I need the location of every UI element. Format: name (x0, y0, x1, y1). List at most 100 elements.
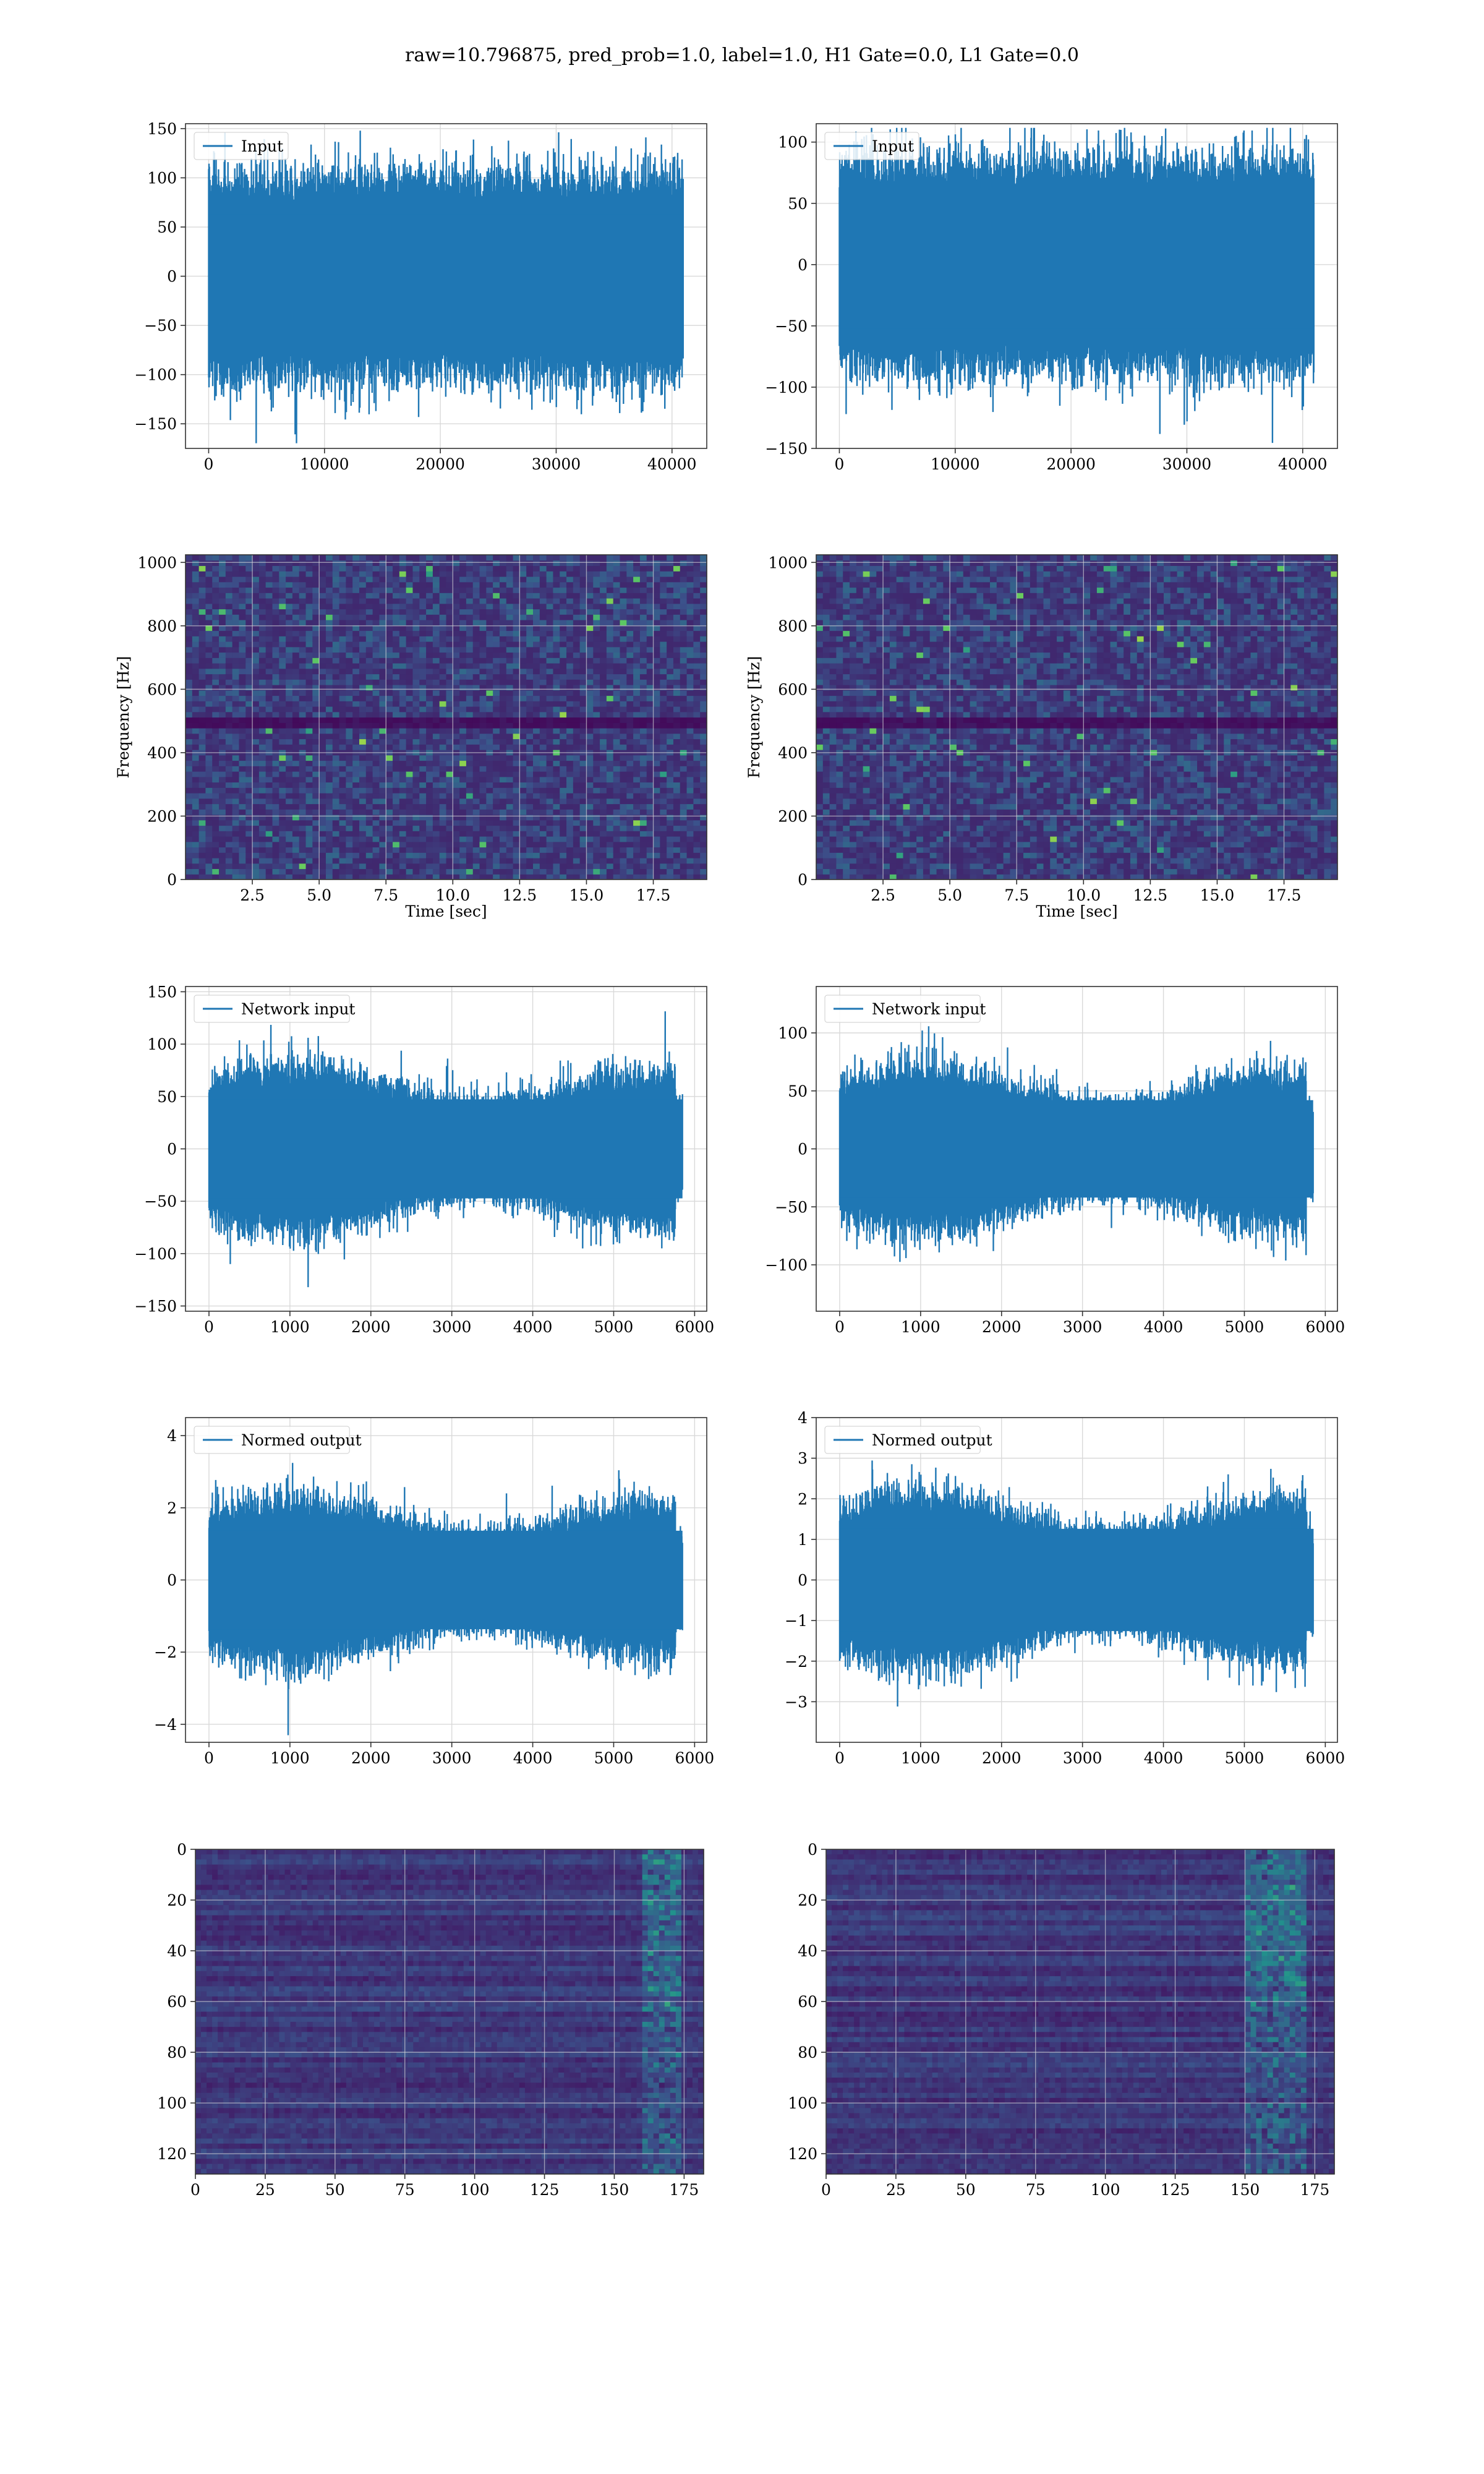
heatmap-cell (526, 787, 534, 794)
heatmap-cell (359, 668, 367, 675)
heatmap-cell (219, 646, 226, 653)
heatmap-cell (212, 722, 220, 729)
heatmap-cell (393, 874, 400, 880)
heatmap-cell (816, 874, 824, 880)
heatmap-cell (493, 636, 500, 642)
heatmap-cell (412, 755, 420, 761)
heatmap-cell (499, 679, 507, 685)
heatmap-cell (822, 744, 830, 750)
heatmap-cell (265, 609, 273, 615)
heatmap-cell (453, 555, 460, 561)
heatmap-cell (600, 809, 607, 815)
heatmap-cell (673, 706, 681, 713)
heatmap-cell (459, 738, 467, 745)
heatmap-cell (606, 614, 614, 620)
heatmap-cell (493, 755, 500, 761)
heatmap-cell (419, 798, 427, 805)
heatmap-cell (365, 674, 373, 680)
heatmap-cell (579, 809, 587, 815)
heatmap-cell (219, 755, 226, 761)
heatmap-cell (372, 587, 380, 593)
heatmap-cell (633, 598, 641, 604)
heatmap-cell (186, 760, 193, 766)
heatmap-cell (245, 657, 253, 664)
heatmap-cell (419, 706, 427, 713)
heatmap-cell (245, 663, 253, 669)
heatmap-cell (453, 641, 460, 648)
heatmap-cell (639, 625, 647, 631)
heatmap-cell (606, 841, 614, 848)
heatmap-cell (600, 868, 607, 875)
heatmap-cell (439, 609, 447, 615)
heatmap-cell (829, 825, 837, 831)
heatmap-cell (186, 766, 193, 772)
heatmap-cell (432, 576, 440, 583)
heatmap-cell (432, 598, 440, 604)
heatmap-cell (386, 847, 393, 853)
heatmap-cell (653, 728, 660, 734)
heatmap-cell (553, 858, 560, 864)
heatmap-cell (466, 701, 474, 707)
heatmap-cell (513, 809, 520, 815)
heatmap-cell (499, 820, 507, 826)
heatmap-cell (533, 706, 540, 713)
heatmap-cell (620, 782, 627, 788)
heatmap-cell (459, 868, 467, 875)
heatmap-cell (272, 755, 279, 761)
heatmap-cell (660, 685, 667, 691)
heatmap-cell (346, 636, 353, 642)
heatmap-cell (606, 685, 614, 691)
heatmap-cell (286, 641, 293, 648)
x-tick-label: 0 (204, 455, 214, 473)
heatmap-cell (633, 711, 641, 718)
heatmap-cell (393, 641, 400, 648)
heatmap-cell (633, 679, 641, 685)
heatmap-cell (432, 852, 440, 858)
heatmap-cell (472, 776, 480, 783)
heatmap-cell (319, 847, 326, 853)
heatmap-cell (312, 581, 320, 588)
heatmap-cell (693, 706, 701, 713)
heatmap-cell (613, 711, 621, 718)
heatmap-cell (386, 593, 393, 599)
heatmap-cell (499, 701, 507, 707)
heatmap-cell (606, 565, 614, 571)
y-tick-label: 50 (788, 195, 808, 213)
heatmap-cell (319, 771, 326, 777)
heatmap-cell (393, 711, 400, 718)
heatmap-cell (265, 560, 273, 567)
heatmap-cell (822, 815, 830, 821)
heatmap-cell (446, 868, 453, 875)
heatmap-cell (626, 701, 634, 707)
heatmap-cell (829, 711, 837, 718)
heatmap-cell (252, 646, 260, 653)
heatmap-cell (606, 755, 614, 761)
heatmap-cell (466, 868, 474, 875)
heatmap-cell (466, 728, 474, 734)
heatmap-cell (586, 674, 594, 680)
heatmap-cell (606, 576, 614, 583)
heatmap-cell (198, 663, 207, 669)
heatmap-cell (372, 744, 380, 750)
heatmap-cell (553, 598, 560, 604)
heatmap-cell (560, 782, 567, 788)
heatmap-cell (393, 593, 400, 599)
heatmap-cell (600, 641, 607, 648)
heatmap-cell (816, 733, 824, 740)
heatmap-cell (466, 668, 474, 675)
heatmap-cell (526, 717, 534, 723)
heatmap-cell (639, 668, 647, 675)
heatmap-cell (539, 593, 547, 599)
heatmap-cell (286, 690, 293, 696)
heatmap-cell (419, 581, 427, 588)
heatmap-cell (372, 695, 380, 701)
heatmap-cell (419, 690, 427, 696)
heatmap-cell (305, 587, 313, 593)
heatmap-cell (265, 782, 273, 788)
heatmap-cell (239, 609, 246, 615)
heatmap-cell (553, 728, 560, 734)
heatmap-cell (346, 815, 353, 821)
heatmap-cell (393, 565, 400, 571)
heatmap-cell (466, 755, 474, 761)
heatmap-cell (506, 614, 514, 620)
